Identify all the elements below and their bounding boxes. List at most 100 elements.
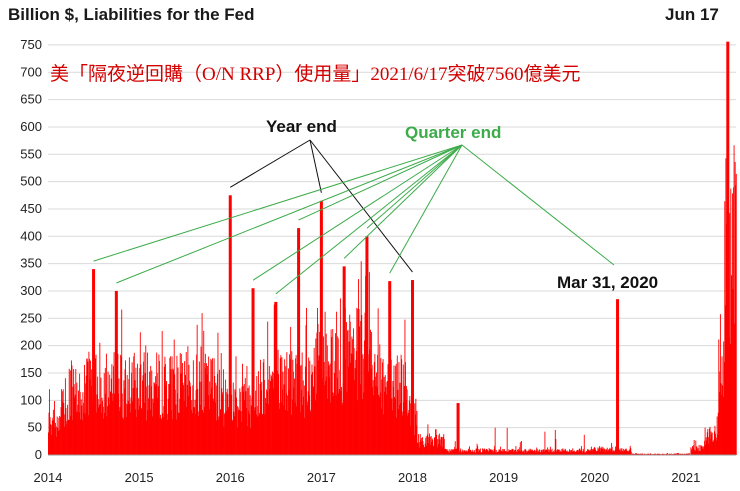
- bar: [104, 368, 106, 455]
- bar: [700, 445, 702, 455]
- bar: [267, 404, 269, 455]
- bar: [693, 445, 695, 455]
- bar: [650, 453, 652, 455]
- bar: [401, 359, 403, 455]
- bar: [304, 366, 306, 455]
- bar: [387, 364, 389, 455]
- bar: [70, 415, 72, 455]
- bar: [453, 449, 455, 455]
- y-tick-label: 350: [20, 256, 42, 271]
- bar: [280, 355, 282, 455]
- bar: [327, 398, 329, 455]
- bar: [48, 432, 49, 455]
- bar: [124, 369, 126, 455]
- bar: [340, 390, 342, 455]
- bar: [132, 401, 134, 455]
- bar: [394, 398, 396, 455]
- bar: [595, 451, 597, 455]
- bar: [185, 352, 187, 455]
- bar: [303, 385, 305, 455]
- bar: [503, 451, 505, 455]
- bar: [99, 342, 101, 455]
- bar: [512, 452, 514, 455]
- bar: [438, 435, 440, 455]
- bar: [605, 451, 607, 455]
- bar: [662, 453, 663, 455]
- bar: [60, 407, 62, 455]
- quarter-end-leader: [298, 144, 463, 221]
- bar: [596, 451, 598, 455]
- x-tick-label: 2018: [398, 470, 427, 485]
- bar: [527, 451, 529, 455]
- bar: [462, 451, 464, 455]
- bar: [312, 372, 313, 455]
- bar: [166, 414, 168, 455]
- bar: [186, 384, 188, 455]
- bar: [383, 376, 385, 455]
- bar: [665, 453, 667, 455]
- bar: [232, 382, 234, 455]
- bar: [421, 441, 423, 455]
- bar: [355, 350, 357, 455]
- bar: [512, 449, 514, 455]
- bar: [57, 430, 59, 455]
- bar: [435, 429, 437, 455]
- bar: [494, 427, 496, 455]
- bar: [687, 453, 689, 455]
- bar: [142, 375, 144, 455]
- bar: [265, 402, 267, 455]
- bar: [350, 353, 352, 455]
- bar: [304, 417, 306, 455]
- bar: [80, 419, 82, 455]
- annotation-year-end: Year end: [266, 117, 337, 136]
- bar: [392, 380, 394, 455]
- bar: [258, 415, 260, 455]
- bar: [54, 401, 55, 455]
- bar: [427, 424, 429, 455]
- bar: [90, 360, 92, 455]
- bar: [338, 388, 340, 455]
- bar: [476, 443, 478, 455]
- bar: [192, 360, 194, 455]
- bar: [72, 419, 73, 455]
- bar: [570, 450, 572, 455]
- bar: [557, 449, 559, 455]
- bar: [688, 453, 690, 455]
- bar: [179, 352, 181, 455]
- bar-spike: [411, 280, 415, 455]
- bar: [448, 451, 450, 455]
- bar: [76, 382, 78, 455]
- bar: [283, 405, 285, 455]
- bar: [479, 450, 481, 455]
- bar: [390, 359, 392, 455]
- bar: [504, 451, 506, 455]
- bar: [491, 449, 493, 455]
- bar: [56, 426, 58, 455]
- bar: [353, 347, 355, 455]
- bar: [602, 448, 604, 455]
- bar: [146, 352, 148, 455]
- bar: [151, 370, 153, 455]
- bar: [67, 404, 69, 455]
- bar: [535, 450, 537, 455]
- bar: [180, 373, 182, 455]
- bar: [579, 448, 581, 455]
- bar: [65, 408, 67, 455]
- bar: [331, 392, 333, 455]
- y-tick-label: 200: [20, 338, 42, 353]
- bar: [535, 452, 537, 455]
- bar: [268, 366, 270, 455]
- bar: [339, 370, 341, 455]
- bar: [525, 449, 527, 455]
- bar: [267, 321, 269, 455]
- bar: [64, 378, 66, 455]
- bar: [139, 332, 141, 455]
- bar: [481, 452, 482, 455]
- bar: [263, 379, 265, 455]
- bar: [207, 395, 209, 455]
- bar: [499, 449, 500, 455]
- bar: [515, 446, 517, 455]
- bar: [397, 389, 399, 455]
- bar: [225, 392, 227, 455]
- bar: [445, 449, 447, 455]
